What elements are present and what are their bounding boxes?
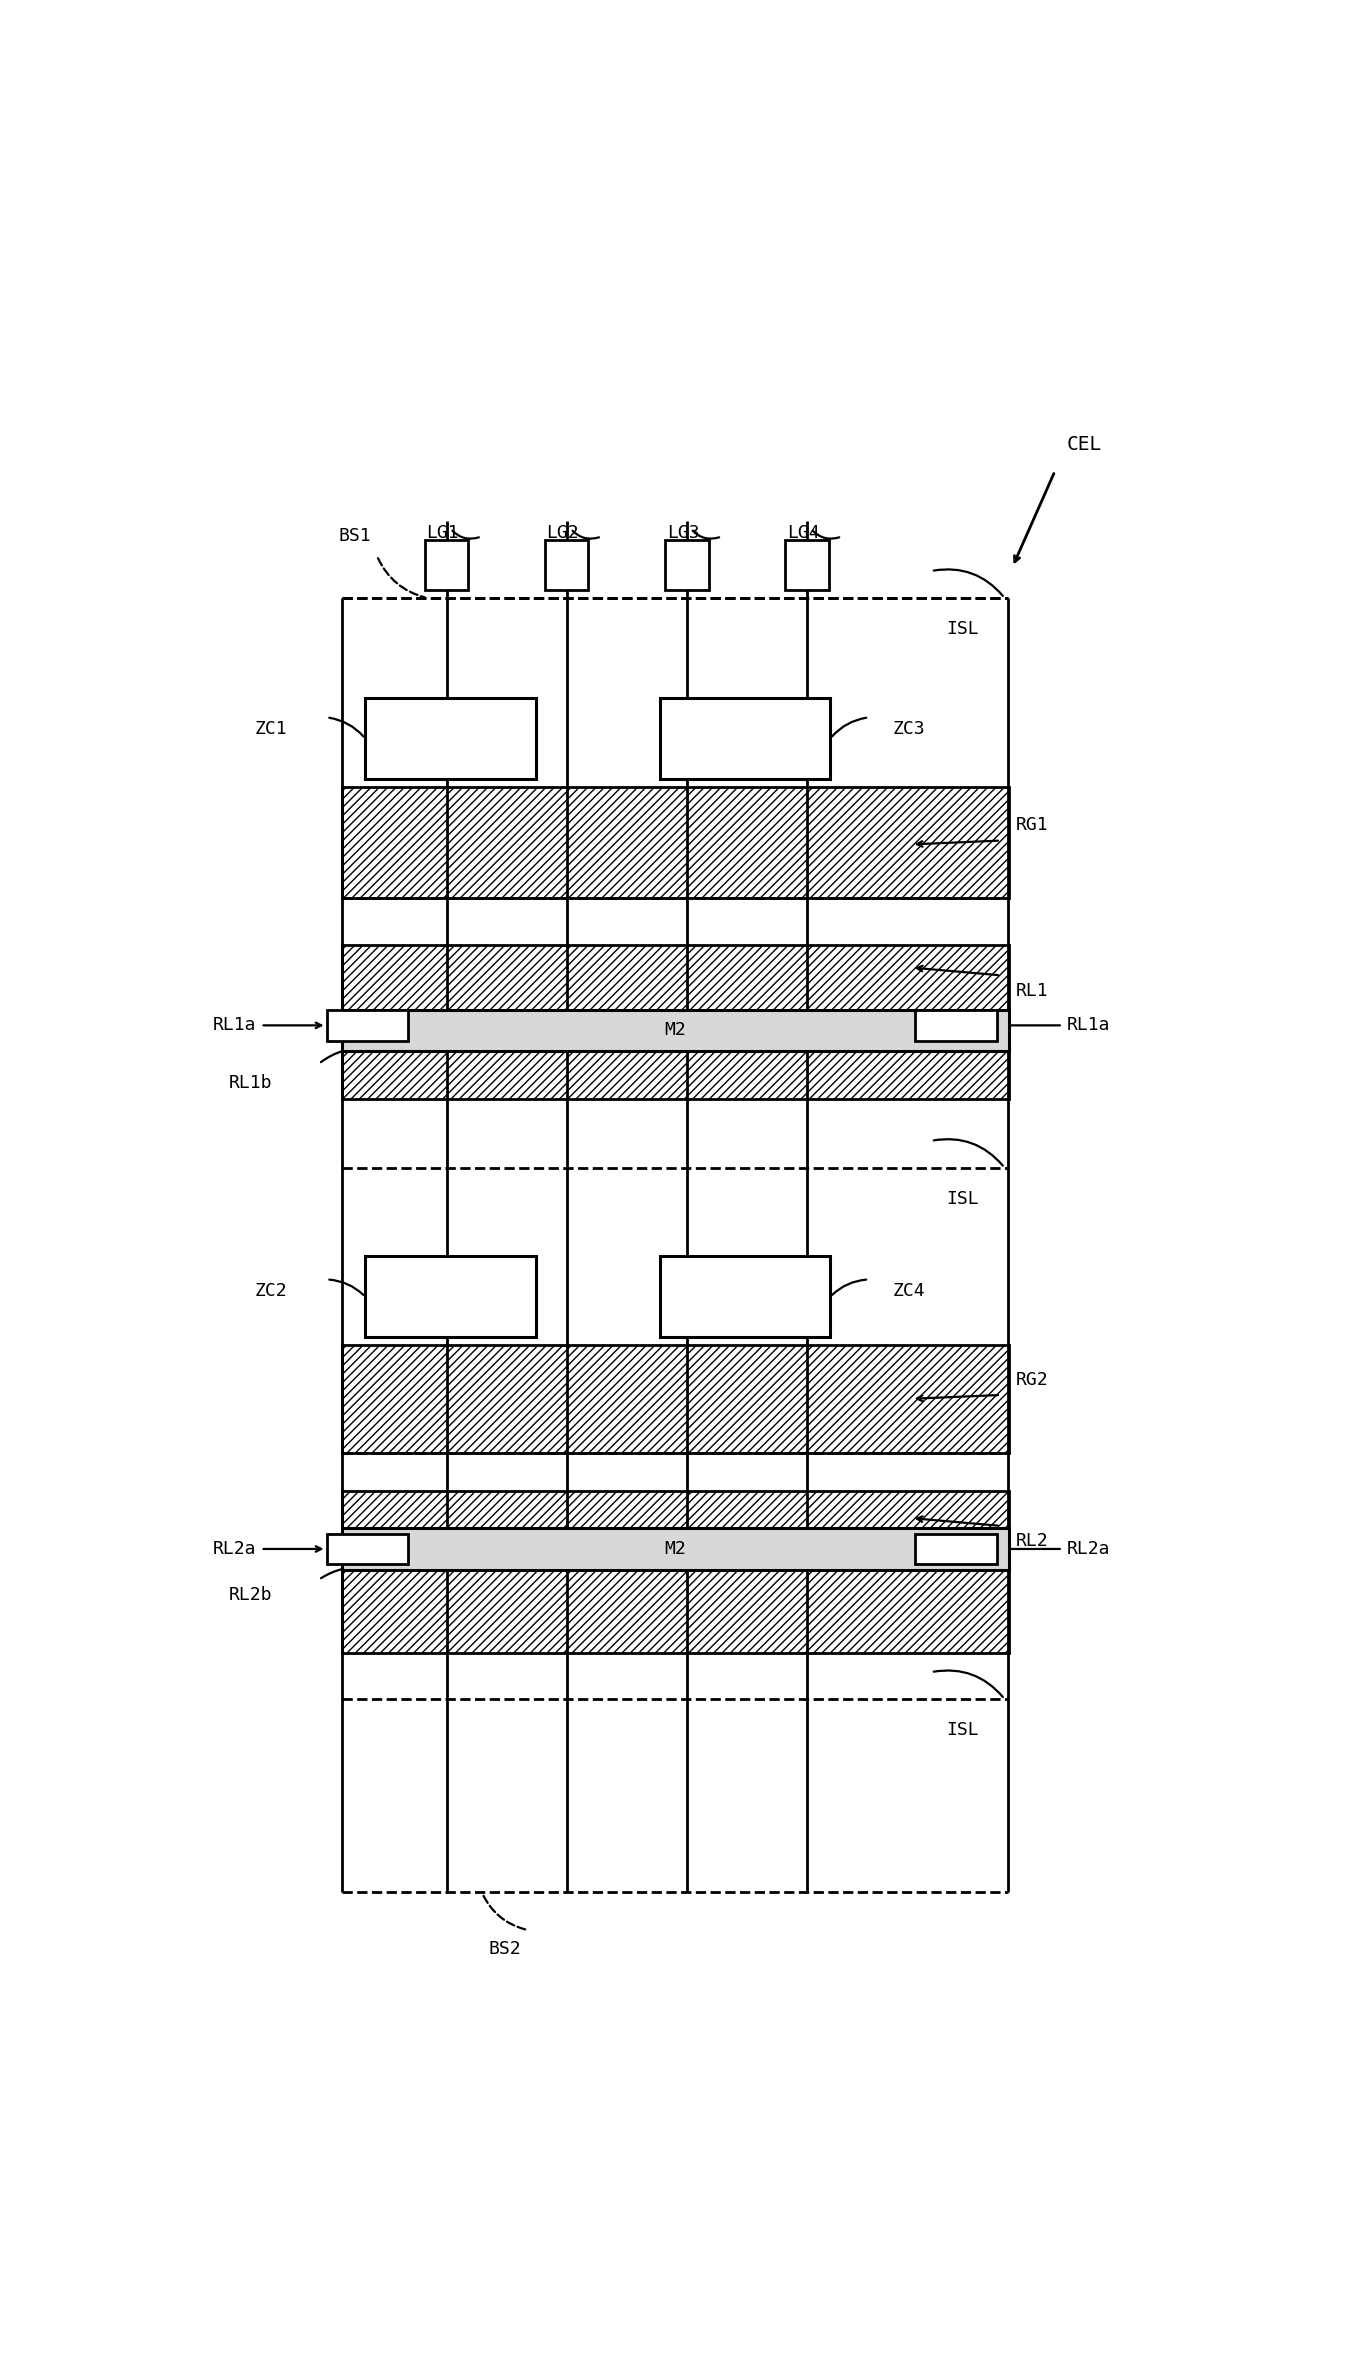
Text: ISL: ISL: [947, 1189, 980, 1208]
Text: LG1: LG1: [427, 524, 460, 543]
Text: LG4: LG4: [786, 524, 819, 543]
Text: LG2: LG2: [546, 524, 579, 543]
Text: RL2b: RL2b: [229, 1585, 272, 1604]
Bar: [342, 786, 1008, 899]
Bar: [342, 1345, 1008, 1453]
Text: ZC2: ZC2: [255, 1281, 288, 1300]
Bar: [665, 540, 708, 590]
Bar: [785, 540, 829, 590]
Text: RL1a: RL1a: [1066, 1017, 1110, 1033]
Bar: [342, 1010, 1008, 1050]
Text: ISL: ISL: [947, 620, 980, 637]
Text: RG2: RG2: [1017, 1371, 1048, 1389]
Text: RL1b: RL1b: [229, 1073, 272, 1092]
Bar: [545, 540, 589, 590]
Bar: [660, 698, 830, 778]
Bar: [342, 1491, 1008, 1654]
Bar: [915, 1010, 997, 1040]
Text: RG1: RG1: [1017, 816, 1048, 835]
Text: M2: M2: [664, 1540, 686, 1557]
Bar: [425, 540, 468, 590]
Bar: [915, 1533, 997, 1564]
Text: CEL: CEL: [1066, 434, 1102, 453]
Text: LG3: LG3: [667, 524, 700, 543]
Text: ZC3: ZC3: [892, 719, 925, 738]
Text: RL2a: RL2a: [1066, 1540, 1110, 1557]
Text: RL1: RL1: [1017, 981, 1048, 1000]
Text: RL2a: RL2a: [213, 1540, 257, 1557]
Bar: [365, 698, 535, 778]
Text: BS2: BS2: [488, 1941, 521, 1958]
Text: ZC4: ZC4: [892, 1281, 925, 1300]
Bar: [365, 1257, 535, 1338]
Text: ISL: ISL: [947, 1722, 980, 1739]
Bar: [327, 1533, 407, 1564]
Bar: [660, 1257, 830, 1338]
Text: RL1a: RL1a: [213, 1017, 257, 1033]
Text: M2: M2: [664, 1021, 686, 1040]
Bar: [342, 1529, 1008, 1569]
Text: BS1: BS1: [338, 528, 370, 545]
Text: ZC1: ZC1: [255, 719, 288, 738]
Bar: [342, 944, 1008, 1099]
Text: RL2: RL2: [1017, 1533, 1048, 1550]
Bar: [327, 1010, 407, 1040]
